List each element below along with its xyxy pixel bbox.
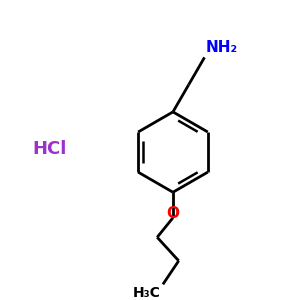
Text: NH₂: NH₂: [206, 40, 238, 55]
Text: H₃C: H₃C: [133, 286, 160, 300]
Text: O: O: [167, 206, 179, 221]
Text: HCl: HCl: [32, 140, 67, 158]
